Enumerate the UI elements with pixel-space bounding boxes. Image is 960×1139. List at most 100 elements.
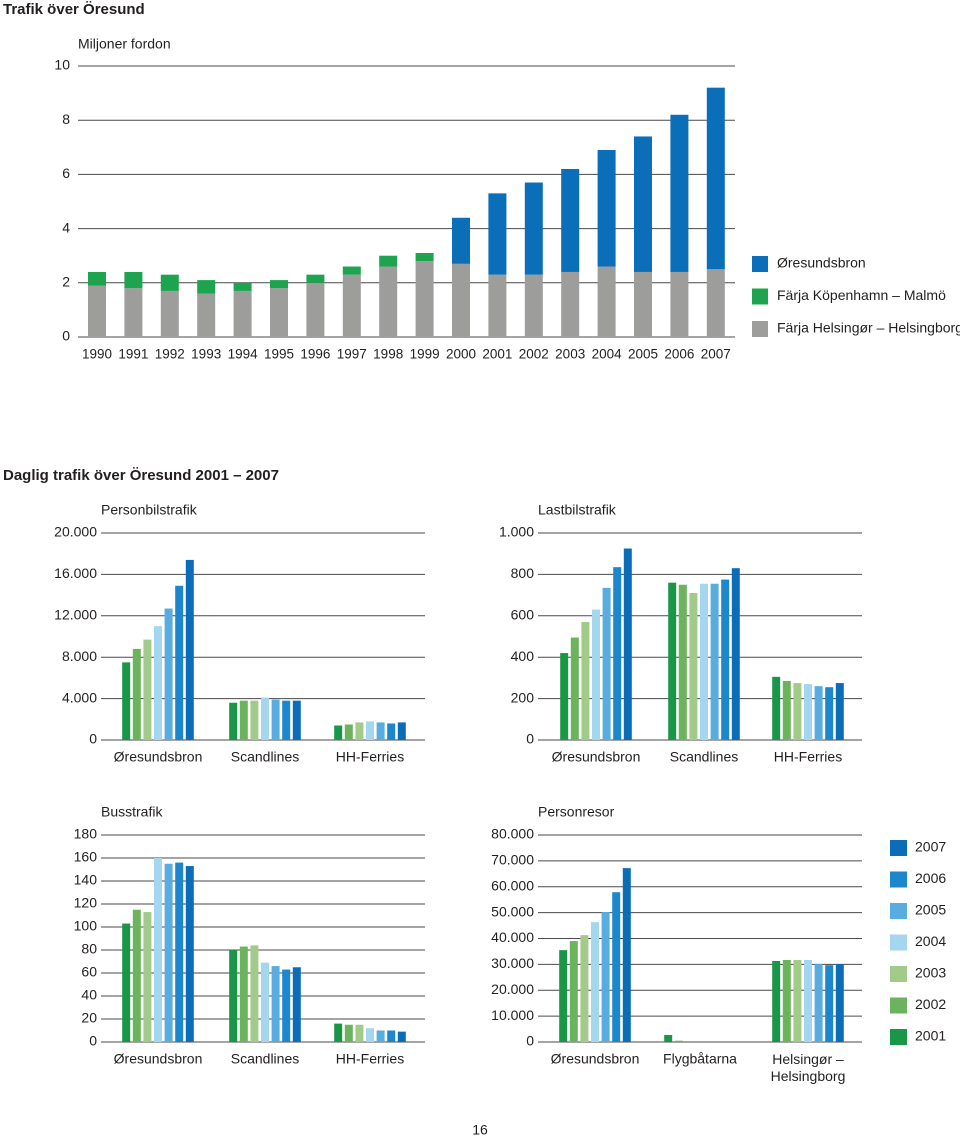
bar-segment bbox=[379, 255, 398, 267]
y-tick-label: 2 bbox=[62, 274, 70, 290]
x-tick-label: Øresundsbron bbox=[551, 1051, 640, 1067]
bar bbox=[239, 946, 248, 1042]
bar bbox=[143, 639, 152, 740]
bar bbox=[185, 866, 194, 1042]
legend-label: 2001 bbox=[915, 1028, 946, 1044]
bar bbox=[387, 1030, 396, 1042]
y-tick-label: 0 bbox=[62, 328, 70, 344]
bar bbox=[229, 702, 238, 740]
bar bbox=[814, 686, 823, 740]
y-tick-label: 60 bbox=[81, 964, 97, 980]
y-tick-label: 20 bbox=[81, 1010, 97, 1026]
legend-label: Färja Helsingør – Helsingborg bbox=[777, 320, 960, 336]
bar bbox=[570, 637, 579, 740]
bar bbox=[678, 584, 687, 740]
y-tick-label: 10 bbox=[54, 57, 70, 73]
legend-swatch bbox=[752, 256, 768, 272]
bar bbox=[164, 863, 173, 1042]
bar bbox=[772, 676, 781, 740]
x-tick-label: HH-Ferries bbox=[336, 749, 404, 765]
y-tick-label: 0 bbox=[526, 1033, 534, 1049]
x-tick-label: 1995 bbox=[264, 347, 294, 362]
y-tick-label: 8.000 bbox=[62, 648, 97, 664]
y-tick-label: 800 bbox=[511, 565, 535, 581]
x-tick-label: 2007 bbox=[701, 347, 731, 362]
bar bbox=[793, 683, 802, 740]
y-tick-label: 400 bbox=[511, 648, 535, 664]
bar bbox=[591, 922, 599, 1042]
bar bbox=[782, 681, 791, 740]
legend-swatch bbox=[752, 288, 768, 305]
legend-swatch bbox=[890, 934, 907, 951]
bar bbox=[250, 700, 259, 740]
bar bbox=[366, 1028, 374, 1042]
x-tick-label: 1996 bbox=[300, 347, 330, 362]
bar bbox=[292, 700, 301, 740]
bar bbox=[559, 950, 568, 1042]
bar bbox=[292, 967, 301, 1042]
x-tick-label: 1993 bbox=[191, 347, 221, 362]
legend-label: Øresundsbron bbox=[777, 255, 866, 271]
y-tick-label: 140 bbox=[74, 872, 98, 888]
y-tick-label: 180 bbox=[74, 826, 98, 842]
y-tick-label: 6 bbox=[62, 165, 70, 181]
legend-label: 2005 bbox=[915, 902, 946, 918]
x-tick-label: 2005 bbox=[628, 347, 658, 362]
bar bbox=[175, 862, 184, 1042]
chart-title: Personresor bbox=[538, 804, 615, 820]
x-tick-label: Øresundsbron bbox=[552, 749, 641, 765]
y-tick-label: 20.000 bbox=[491, 981, 534, 997]
bar-segment bbox=[415, 252, 434, 262]
bar bbox=[772, 961, 781, 1042]
y-tick-label: 100 bbox=[74, 918, 98, 934]
x-tick-label: 2006 bbox=[664, 347, 694, 362]
x-tick-label: Scandlines bbox=[231, 1051, 300, 1067]
bar-segment bbox=[597, 150, 616, 267]
bar-segment bbox=[634, 271, 652, 337]
legend-label: 2002 bbox=[915, 996, 946, 1012]
chart-title: Busstrafik bbox=[101, 804, 163, 820]
y-tick-label: 120 bbox=[74, 895, 98, 911]
bar bbox=[601, 912, 610, 1042]
bar bbox=[835, 964, 844, 1042]
x-tick-label: 1990 bbox=[82, 347, 112, 362]
x-tick-label: Scandlines bbox=[670, 749, 739, 765]
y-tick-label: 16.000 bbox=[54, 565, 97, 581]
bar bbox=[143, 912, 152, 1042]
y-tick-label: 0 bbox=[526, 731, 534, 747]
y-tick-label: 12.000 bbox=[54, 607, 97, 623]
bar-segment bbox=[415, 261, 434, 337]
bar bbox=[835, 683, 844, 740]
x-tick-label: 1992 bbox=[155, 347, 185, 362]
legend-swatch bbox=[890, 1029, 907, 1045]
legend-label: 2006 bbox=[915, 870, 946, 886]
bar bbox=[397, 722, 406, 740]
bar bbox=[271, 966, 280, 1042]
bar bbox=[132, 648, 141, 740]
bar bbox=[700, 583, 708, 740]
y-tick-label: 10.000 bbox=[491, 1007, 534, 1023]
legend-swatch bbox=[890, 871, 907, 888]
bar bbox=[366, 721, 374, 740]
y-tick-label: 8 bbox=[62, 111, 70, 127]
bar-segment bbox=[379, 266, 398, 337]
bar-segment bbox=[488, 193, 507, 275]
y-tick-label: 70.000 bbox=[491, 852, 534, 868]
y-tick-label: 30.000 bbox=[491, 955, 534, 971]
bar bbox=[674, 1040, 683, 1042]
x-tick-label: Flygbåtarna bbox=[663, 1051, 737, 1067]
bar bbox=[185, 559, 194, 740]
bar bbox=[175, 585, 184, 740]
x-tick-label: Scandlines bbox=[231, 749, 300, 765]
bar-segment bbox=[670, 271, 689, 337]
bar bbox=[560, 653, 569, 740]
bar bbox=[355, 1024, 364, 1042]
bar-segment bbox=[670, 114, 689, 272]
bar bbox=[261, 962, 269, 1042]
bar-segment bbox=[124, 288, 143, 337]
legend-swatch bbox=[752, 321, 768, 337]
x-tick-label: 1999 bbox=[410, 347, 440, 362]
bar bbox=[344, 1024, 353, 1042]
bar bbox=[613, 567, 622, 740]
